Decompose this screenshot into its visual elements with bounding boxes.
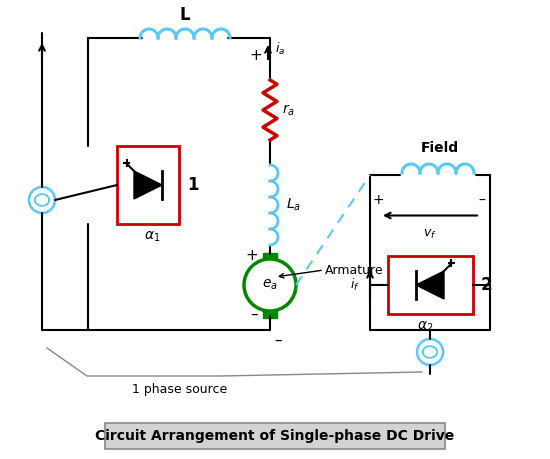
Polygon shape [134,171,162,199]
Text: +: + [245,248,258,263]
Text: 1 phase source: 1 phase source [133,384,228,397]
Text: –: – [250,307,258,321]
Text: $e_a$: $e_a$ [262,278,278,292]
Circle shape [244,259,296,311]
Text: –: – [274,333,282,348]
FancyBboxPatch shape [117,146,179,224]
Polygon shape [416,271,444,299]
FancyBboxPatch shape [263,252,277,259]
FancyBboxPatch shape [263,310,277,318]
Text: Field: Field [421,141,459,155]
Text: $i_f$: $i_f$ [350,277,360,293]
Text: $\alpha_2$: $\alpha_2$ [417,320,433,334]
FancyBboxPatch shape [388,256,472,314]
Text: $L_a$: $L_a$ [286,197,301,213]
Text: +: + [249,49,262,63]
Text: L: L [180,6,190,24]
Text: Armature: Armature [325,263,384,276]
Text: Circuit Arrangement of Single-phase DC Drive: Circuit Arrangement of Single-phase DC D… [95,429,455,443]
Text: 2: 2 [481,276,492,294]
Text: $v_f$: $v_f$ [423,228,437,241]
Text: +: + [372,194,384,207]
Text: $r_a$: $r_a$ [282,102,295,118]
Text: –: – [478,194,486,207]
Text: $i_a$: $i_a$ [275,41,285,57]
Text: 1: 1 [187,176,199,194]
Text: $\alpha_1$: $\alpha_1$ [144,230,160,244]
FancyBboxPatch shape [105,423,445,449]
